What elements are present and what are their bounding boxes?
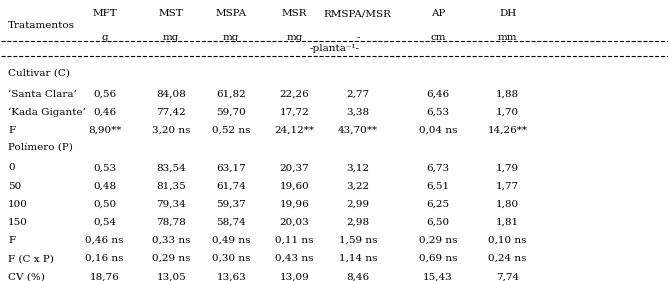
Text: AP: AP bbox=[431, 9, 445, 18]
Text: F: F bbox=[8, 126, 15, 135]
Text: 100: 100 bbox=[8, 200, 28, 209]
Text: 3,22: 3,22 bbox=[347, 182, 369, 191]
Text: 1,81: 1,81 bbox=[496, 218, 519, 227]
Text: 0,69 ns: 0,69 ns bbox=[419, 254, 457, 263]
Text: RMSPA/MSR: RMSPA/MSR bbox=[324, 9, 392, 18]
Text: 0,30 ns: 0,30 ns bbox=[212, 254, 250, 263]
Text: mg: mg bbox=[286, 33, 302, 42]
Text: 0,46 ns: 0,46 ns bbox=[86, 236, 124, 245]
Text: CV (%): CV (%) bbox=[8, 272, 45, 281]
Text: 6,73: 6,73 bbox=[426, 163, 450, 172]
Text: 0,04 ns: 0,04 ns bbox=[419, 126, 457, 135]
Text: 0: 0 bbox=[8, 163, 15, 172]
Text: 0,49 ns: 0,49 ns bbox=[212, 236, 250, 245]
Text: 81,35: 81,35 bbox=[157, 182, 186, 191]
Text: 6,53: 6,53 bbox=[426, 108, 450, 117]
Text: DH: DH bbox=[499, 9, 516, 18]
Text: 18,76: 18,76 bbox=[90, 272, 120, 281]
Text: 63,17: 63,17 bbox=[216, 163, 246, 172]
Text: 3,20 ns: 3,20 ns bbox=[152, 126, 191, 135]
Text: MFT: MFT bbox=[92, 9, 117, 18]
Text: 0,50: 0,50 bbox=[93, 200, 116, 209]
Text: 20,37: 20,37 bbox=[280, 163, 309, 172]
Text: Polímero (P): Polímero (P) bbox=[8, 142, 73, 151]
Text: 6,25: 6,25 bbox=[426, 200, 450, 209]
Text: 20,03: 20,03 bbox=[280, 218, 309, 227]
Text: mg: mg bbox=[163, 33, 179, 42]
Text: 14,26**: 14,26** bbox=[488, 126, 528, 135]
Text: 6,50: 6,50 bbox=[426, 218, 450, 227]
Text: 61,82: 61,82 bbox=[216, 90, 246, 99]
Text: mg: mg bbox=[223, 33, 240, 42]
Text: F: F bbox=[8, 236, 15, 245]
Text: 61,74: 61,74 bbox=[216, 182, 246, 191]
Text: 0,46: 0,46 bbox=[93, 108, 116, 117]
Text: 3,12: 3,12 bbox=[347, 163, 369, 172]
Text: 0,48: 0,48 bbox=[93, 182, 116, 191]
Text: cm: cm bbox=[430, 33, 446, 42]
Text: 83,54: 83,54 bbox=[157, 163, 186, 172]
Text: 0,10 ns: 0,10 ns bbox=[488, 236, 527, 245]
Text: 1,14 ns: 1,14 ns bbox=[339, 254, 377, 263]
Text: ‘Santa Clara’: ‘Santa Clara’ bbox=[8, 90, 77, 99]
Text: 0,16 ns: 0,16 ns bbox=[86, 254, 124, 263]
Text: 0,56: 0,56 bbox=[93, 90, 116, 99]
Text: 0,11 ns: 0,11 ns bbox=[275, 236, 314, 245]
Text: 0,52 ns: 0,52 ns bbox=[212, 126, 250, 135]
Text: 59,70: 59,70 bbox=[216, 108, 246, 117]
Text: 13,05: 13,05 bbox=[157, 272, 186, 281]
Text: 79,34: 79,34 bbox=[157, 200, 186, 209]
Text: MSPA: MSPA bbox=[215, 9, 247, 18]
Text: 6,46: 6,46 bbox=[426, 90, 450, 99]
Text: Tratamentos: Tratamentos bbox=[8, 21, 75, 30]
Text: 19,60: 19,60 bbox=[280, 182, 309, 191]
Text: 3,38: 3,38 bbox=[347, 108, 369, 117]
Text: 7,74: 7,74 bbox=[496, 272, 519, 281]
Text: 13,09: 13,09 bbox=[280, 272, 309, 281]
Text: mm: mm bbox=[498, 33, 517, 42]
Text: 43,70**: 43,70** bbox=[338, 126, 378, 135]
Text: 17,72: 17,72 bbox=[280, 108, 309, 117]
Text: 84,08: 84,08 bbox=[157, 90, 186, 99]
Text: 13,63: 13,63 bbox=[216, 272, 246, 281]
Text: 0,24 ns: 0,24 ns bbox=[488, 254, 527, 263]
Text: 24,12**: 24,12** bbox=[274, 126, 314, 135]
Text: 78,78: 78,78 bbox=[157, 218, 186, 227]
Text: 58,74: 58,74 bbox=[216, 218, 246, 227]
Text: 77,42: 77,42 bbox=[157, 108, 186, 117]
Text: 0,33 ns: 0,33 ns bbox=[152, 236, 191, 245]
Text: -planta⁻¹-: -planta⁻¹- bbox=[310, 44, 359, 53]
Text: 1,77: 1,77 bbox=[496, 182, 519, 191]
Text: 2,98: 2,98 bbox=[347, 218, 369, 227]
Text: 22,26: 22,26 bbox=[280, 90, 309, 99]
Text: 2,99: 2,99 bbox=[347, 200, 369, 209]
Text: 6,51: 6,51 bbox=[426, 182, 450, 191]
Text: 1,70: 1,70 bbox=[496, 108, 519, 117]
Text: 1,80: 1,80 bbox=[496, 200, 519, 209]
Text: 1,59 ns: 1,59 ns bbox=[339, 236, 377, 245]
Text: MSR: MSR bbox=[282, 9, 307, 18]
Text: F (C x P): F (C x P) bbox=[8, 254, 54, 263]
Text: 1,79: 1,79 bbox=[496, 163, 519, 172]
Text: 2,77: 2,77 bbox=[347, 90, 369, 99]
Text: 8,90**: 8,90** bbox=[88, 126, 121, 135]
Text: 50: 50 bbox=[8, 182, 21, 191]
Text: 0,29 ns: 0,29 ns bbox=[152, 254, 191, 263]
Text: 0,54: 0,54 bbox=[93, 218, 116, 227]
Text: 1,88: 1,88 bbox=[496, 90, 519, 99]
Text: 19,96: 19,96 bbox=[280, 200, 309, 209]
Text: Cultivar (C): Cultivar (C) bbox=[8, 69, 70, 78]
Text: 8,46: 8,46 bbox=[347, 272, 369, 281]
Text: MST: MST bbox=[159, 9, 184, 18]
Text: ‘Kada Gigante’: ‘Kada Gigante’ bbox=[8, 108, 86, 117]
Text: 0,53: 0,53 bbox=[93, 163, 116, 172]
Text: g: g bbox=[101, 33, 108, 42]
Text: -: - bbox=[356, 33, 359, 42]
Text: 15,43: 15,43 bbox=[423, 272, 453, 281]
Text: 59,37: 59,37 bbox=[216, 200, 246, 209]
Text: 150: 150 bbox=[8, 218, 28, 227]
Text: 0,43 ns: 0,43 ns bbox=[275, 254, 314, 263]
Text: 0,29 ns: 0,29 ns bbox=[419, 236, 457, 245]
